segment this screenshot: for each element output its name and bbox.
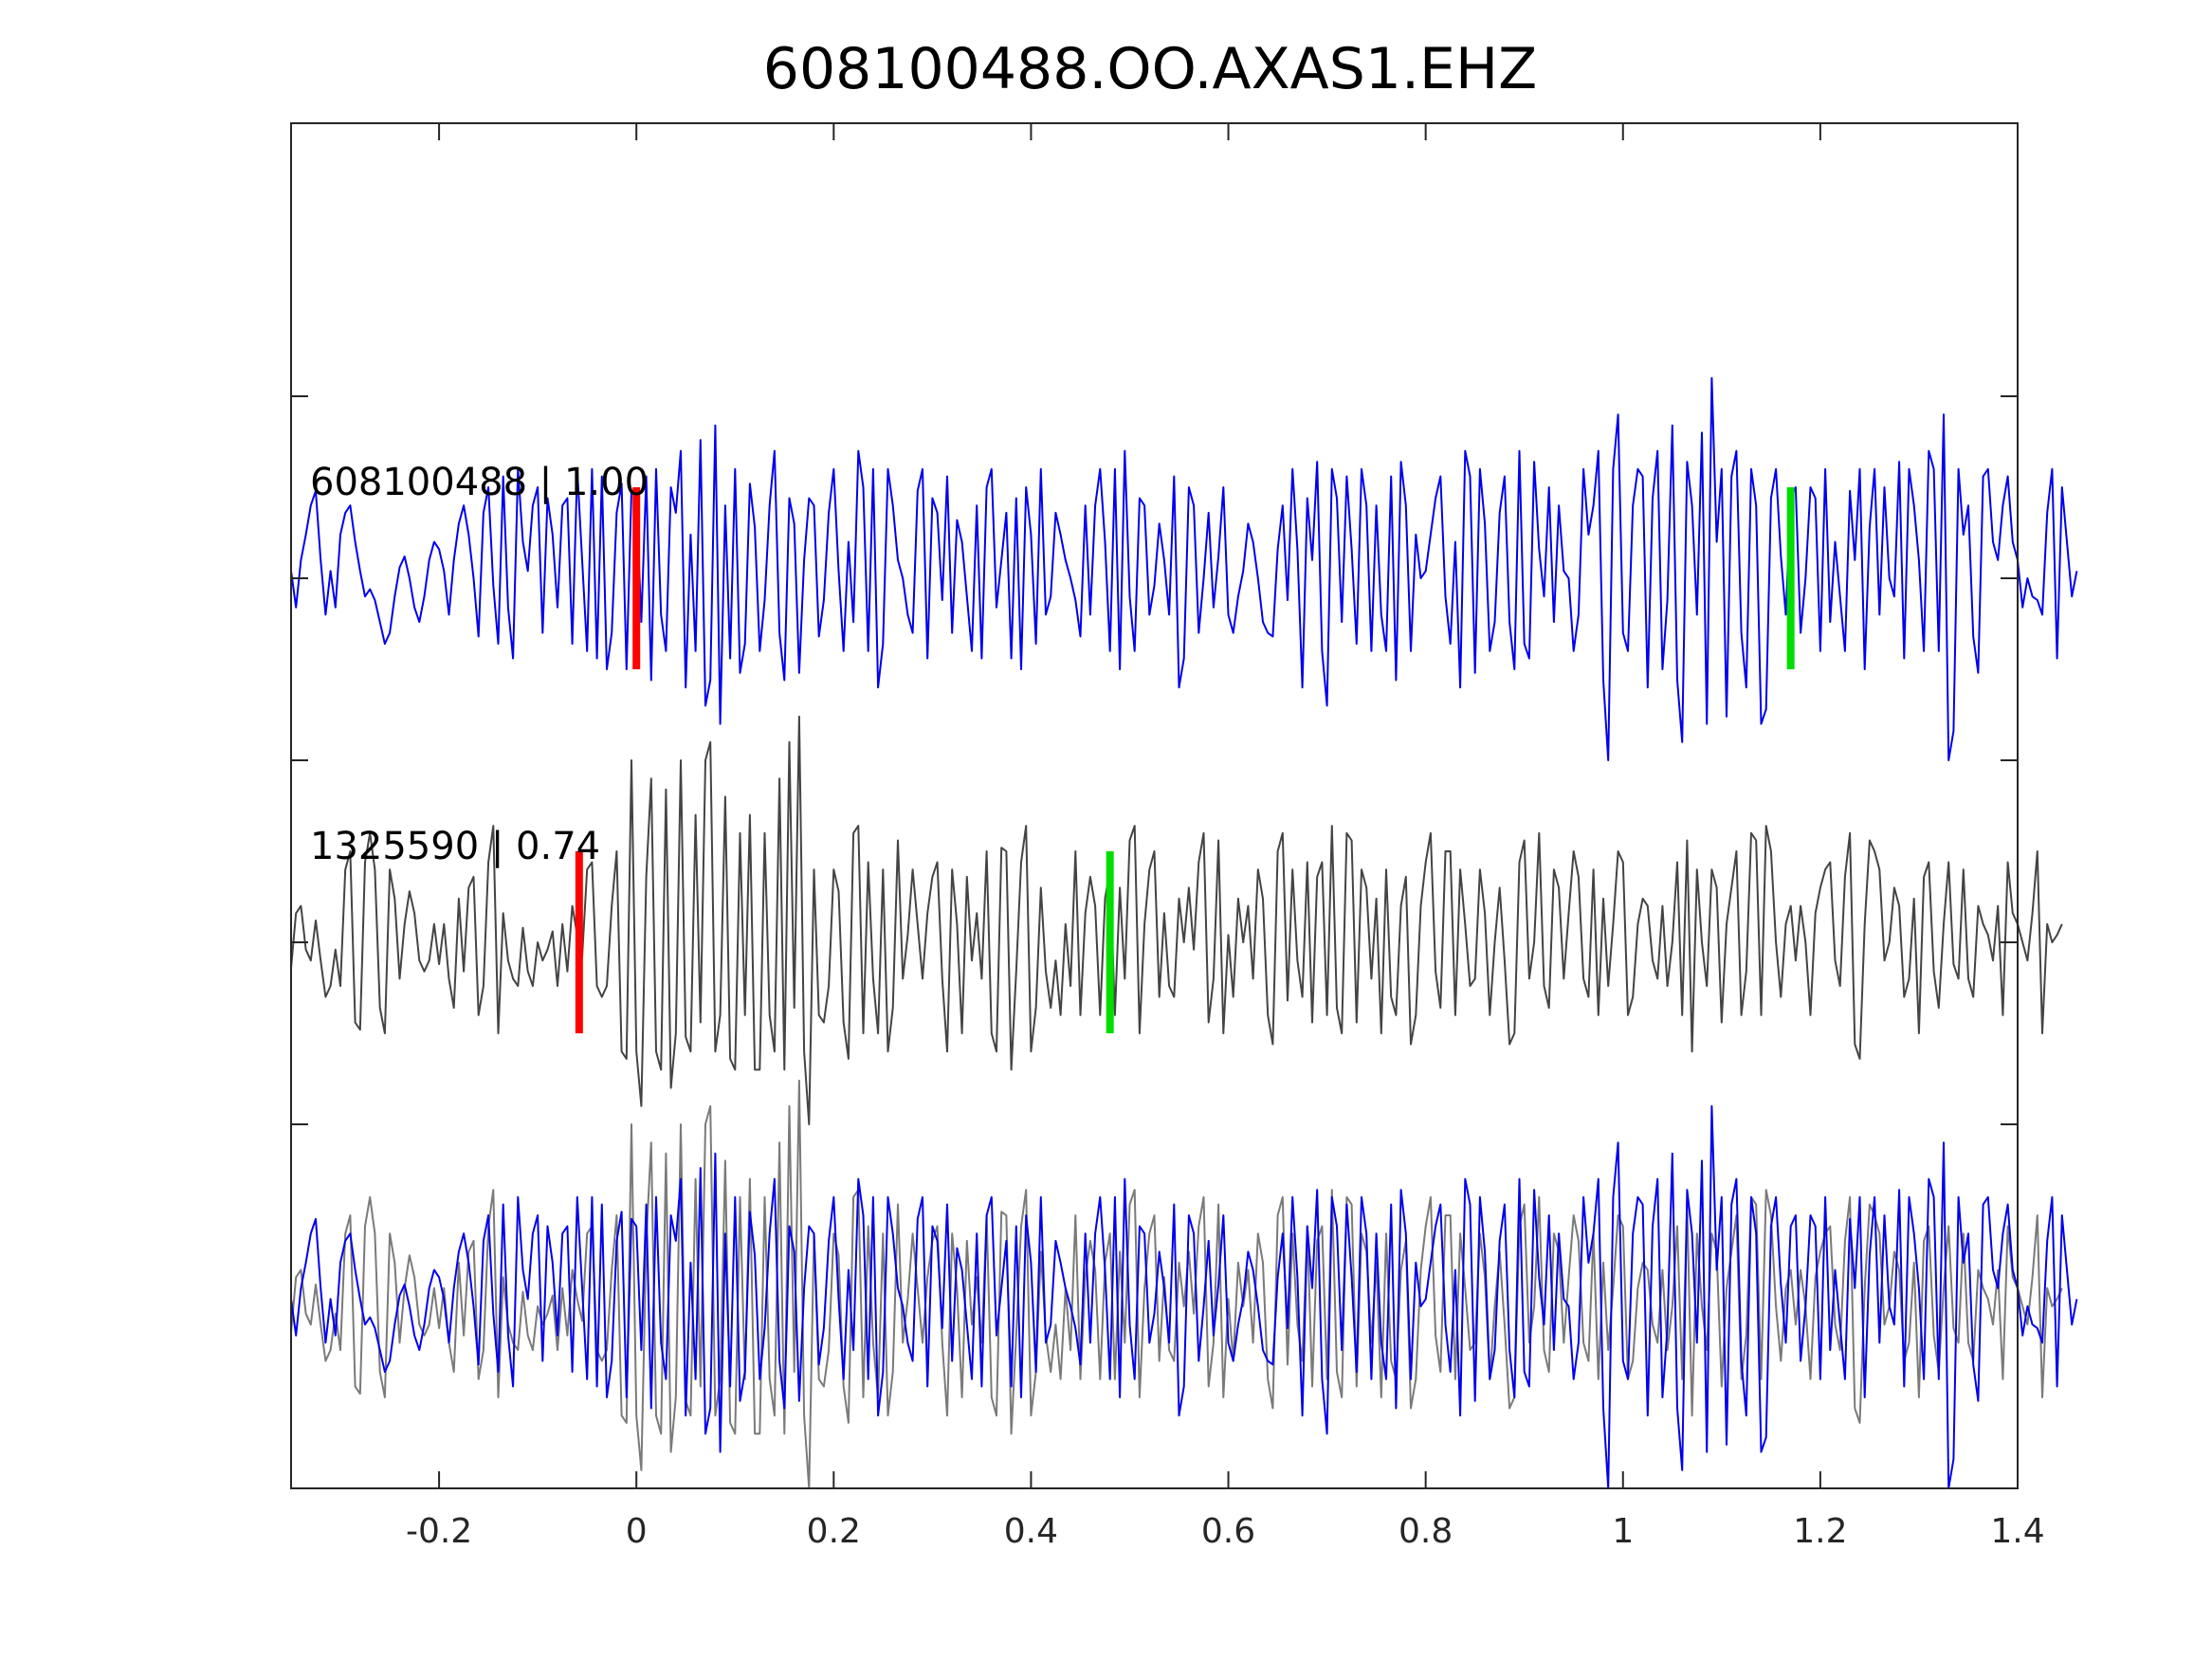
trace-1-label: 608100488 | 1.00 bbox=[310, 461, 649, 504]
x-tick-label: 1 bbox=[1612, 1512, 1634, 1551]
trace-2-label: 1325590 | 0.74 bbox=[310, 825, 600, 868]
axes-group: -0.2 0 0.2 0.4 0.6 0.8 1 1.2 1.4 bbox=[290, 122, 2045, 1551]
chart-title: 608100488.OO.AXAS1.EHZ bbox=[763, 36, 1537, 102]
trace-1-line bbox=[290, 376, 2078, 761]
plot-frame bbox=[290, 122, 2019, 1489]
x-tick-label: 0.2 bbox=[807, 1512, 861, 1551]
trace-labels-group: 608100488 | 1.00 1325590 | 0.74 bbox=[310, 461, 649, 868]
x-tick-label: 1.2 bbox=[1793, 1512, 1847, 1551]
trace-2-line bbox=[290, 715, 2063, 1125]
x-tick-label: 0 bbox=[626, 1512, 648, 1551]
traces-group bbox=[290, 376, 2078, 1489]
overlay-series-2-line bbox=[290, 1104, 2078, 1489]
x-tick-label: 1.4 bbox=[1990, 1512, 2044, 1551]
x-tick-label: 0.6 bbox=[1201, 1512, 1255, 1551]
x-tick-label: 0.8 bbox=[1398, 1512, 1453, 1551]
x-tick-label: -0.2 bbox=[406, 1512, 472, 1551]
x-tick-label: 0.4 bbox=[1004, 1512, 1058, 1551]
picks-group bbox=[575, 487, 1795, 1033]
